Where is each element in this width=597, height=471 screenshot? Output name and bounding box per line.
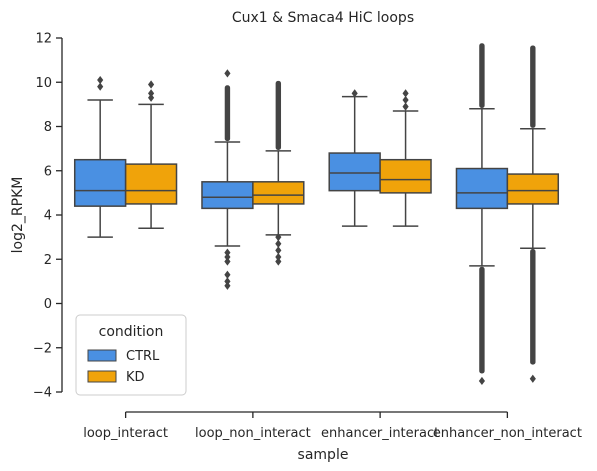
box-iqr (73, 158, 127, 207)
chart-title: Cux1 & Smaca4 HiC loops (232, 10, 414, 26)
legend-title: condition (99, 324, 164, 340)
box-ctrl-enhancer_interact (328, 89, 381, 227)
box-iqr (379, 158, 432, 194)
y-tick-label: 6 (44, 164, 52, 179)
legend-label-kd: KD (126, 370, 145, 385)
outlier-point (148, 89, 155, 98)
outlier-point (148, 93, 155, 102)
y-tick-label: 8 (44, 120, 52, 135)
outlier-point (224, 248, 231, 257)
y-axis-title: log2_RPKM (10, 177, 26, 254)
box-iqr (506, 173, 560, 205)
outlier-point (97, 82, 104, 91)
outlier-cluster (224, 85, 231, 142)
outlier-point (275, 252, 282, 262)
y-tick-label: 0 (44, 297, 52, 312)
y-tick-label: 4 (44, 209, 52, 224)
outlier-point (148, 80, 155, 89)
box-ctrl-loop_interact (73, 75, 127, 238)
x-axis: loop_interact loop_non_interact enhancer_i… (83, 411, 582, 441)
outlier-cluster (530, 45, 536, 128)
box-iqr (124, 163, 178, 205)
outlier-cluster (530, 249, 536, 365)
outlier-cluster (479, 43, 485, 108)
plot-area (73, 43, 560, 386)
x-axis-title: sample (298, 447, 349, 463)
y-tick-label: 12 (35, 32, 52, 47)
x-tick-label: loop_non_interact (195, 426, 311, 441)
box-kd-loop_interact (124, 80, 178, 230)
box-kd-enhancer_interact (379, 89, 432, 227)
outlier-point (224, 69, 231, 78)
y-tick-label: −4 (33, 386, 52, 401)
box-ctrl-enhancer_non_interact (455, 43, 509, 386)
y-tick-label: −2 (33, 341, 52, 356)
outlier-point (402, 102, 409, 111)
legend-label-ctrl: CTRL (126, 349, 160, 364)
outlier-point (529, 374, 536, 383)
outlier-point (224, 281, 231, 290)
outlier-cluster (275, 80, 282, 151)
y-tick-label: 2 (44, 253, 52, 268)
outlier-cluster (479, 266, 485, 374)
outlier-point (275, 246, 282, 255)
box-kd-enhancer_non_interact (506, 45, 560, 383)
outlier-point (224, 252, 231, 262)
box-iqr (252, 181, 305, 205)
outlier-point (402, 89, 409, 98)
outlier-point (275, 239, 282, 248)
y-tick-label: 10 (35, 76, 52, 91)
y-axis: −4 −2 0 2 4 6 8 10 12 (33, 32, 63, 401)
outlier-point (402, 95, 409, 105)
box-iqr (328, 152, 381, 192)
box-iqr (201, 181, 254, 210)
outlier-point (275, 257, 282, 266)
outlier-point (351, 89, 358, 98)
outlier-point (275, 233, 282, 242)
outlier-point (224, 270, 231, 279)
legend: condition CTRL KD (75, 314, 187, 396)
outlier-point (97, 75, 104, 85)
outlier-point (224, 257, 231, 266)
outlier-point (478, 376, 485, 386)
x-tick-label: enhancer_interact (321, 426, 439, 441)
box-kd-loop_non_interact (252, 80, 305, 266)
box-iqr (455, 167, 509, 210)
legend-swatch-kd (87, 370, 117, 383)
box-ctrl-loop_non_interact (201, 69, 254, 290)
outlier-point (224, 277, 231, 286)
x-tick-label: enhancer_non_interact (433, 426, 582, 441)
x-tick-label: loop_interact (83, 426, 168, 441)
legend-swatch-ctrl (87, 349, 117, 362)
